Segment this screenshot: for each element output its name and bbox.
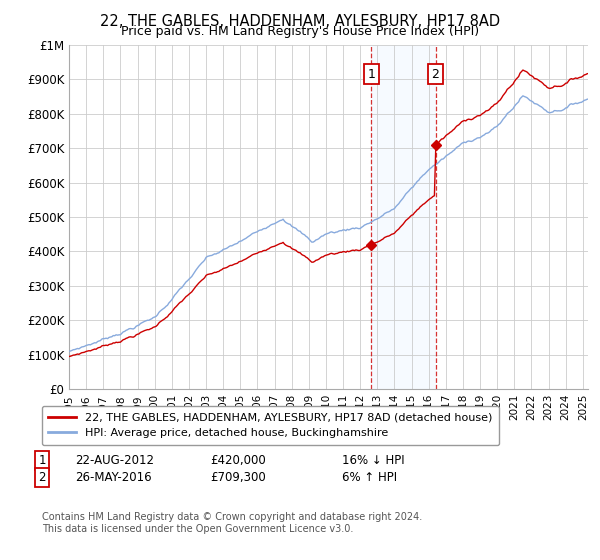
Text: Contains HM Land Registry data © Crown copyright and database right 2024.
This d: Contains HM Land Registry data © Crown c… bbox=[42, 512, 422, 534]
Text: 22, THE GABLES, HADDENHAM, AYLESBURY, HP17 8AD: 22, THE GABLES, HADDENHAM, AYLESBURY, HP… bbox=[100, 14, 500, 29]
Text: Price paid vs. HM Land Registry's House Price Index (HPI): Price paid vs. HM Land Registry's House … bbox=[121, 25, 479, 38]
Text: 1: 1 bbox=[367, 68, 375, 81]
Text: 6% ↑ HPI: 6% ↑ HPI bbox=[342, 470, 397, 484]
Text: 26-MAY-2016: 26-MAY-2016 bbox=[75, 470, 152, 484]
Text: 2: 2 bbox=[431, 68, 439, 81]
Text: 22-AUG-2012: 22-AUG-2012 bbox=[75, 454, 154, 467]
Text: £709,300: £709,300 bbox=[210, 470, 266, 484]
Legend: 22, THE GABLES, HADDENHAM, AYLESBURY, HP17 8AD (detached house), HPI: Average pr: 22, THE GABLES, HADDENHAM, AYLESBURY, HP… bbox=[41, 406, 499, 445]
Text: 1: 1 bbox=[38, 454, 46, 467]
Bar bbox=[371, 45, 436, 389]
Text: 16% ↓ HPI: 16% ↓ HPI bbox=[342, 454, 404, 467]
Text: 2: 2 bbox=[38, 470, 46, 484]
Text: £420,000: £420,000 bbox=[210, 454, 266, 467]
